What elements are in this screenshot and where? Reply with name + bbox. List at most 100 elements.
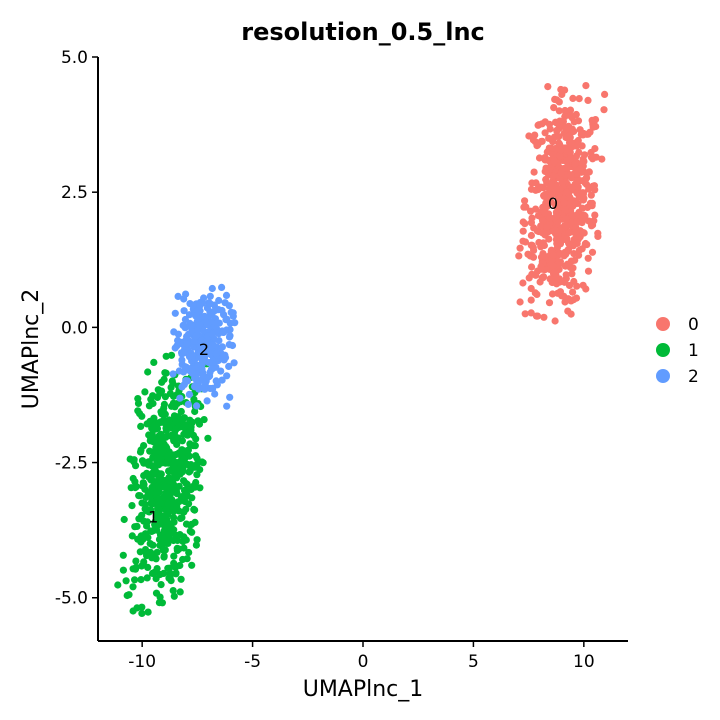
scatter-point-cluster-2 (206, 292, 214, 300)
scatter-point-cluster-2 (196, 301, 204, 309)
scatter-point-cluster-1 (131, 576, 139, 584)
scatter-point-cluster-0 (570, 118, 578, 126)
scatter-point-cluster-2 (184, 400, 192, 408)
legend-label-2: 2 (688, 367, 699, 387)
legend-label-0: 0 (688, 315, 699, 335)
scatter-point-cluster-0 (531, 131, 539, 139)
scatter-point-cluster-0 (584, 96, 592, 104)
scatter-point-cluster-0 (562, 271, 570, 279)
scatter-point-cluster-2 (193, 402, 201, 410)
scatter-point-cluster-1 (170, 552, 178, 560)
scatter-point-cluster-1 (145, 431, 153, 439)
scatter-point-cluster-1 (204, 434, 212, 442)
scatter-point-cluster-1 (143, 522, 151, 530)
scatter-point-cluster-2 (183, 363, 191, 371)
points-layer (114, 82, 609, 618)
scatter-point-cluster-2 (231, 319, 239, 327)
scatter-point-cluster-1 (198, 458, 206, 466)
scatter-point-cluster-1 (172, 569, 180, 577)
scatter-point-cluster-1 (165, 467, 173, 475)
scatter-point-cluster-2 (208, 284, 216, 293)
scatter-point-cluster-1 (190, 482, 198, 490)
scatter-point-cluster-1 (148, 500, 156, 508)
scatter-point-cluster-0 (560, 199, 568, 207)
scatter-point-cluster-0 (550, 104, 558, 112)
scatter-point-cluster-0 (572, 110, 580, 119)
scatter-point-cluster-2 (199, 358, 207, 366)
scatter-point-cluster-0 (519, 279, 527, 287)
scatter-point-cluster-1 (128, 532, 136, 540)
scatter-point-cluster-2 (227, 308, 235, 316)
scatter-point-cluster-0 (564, 245, 573, 253)
scatter-point-cluster-1 (119, 566, 127, 574)
scatter-point-cluster-0 (544, 83, 552, 91)
y-tick-label: -2.5 (55, 454, 88, 474)
scatter-point-cluster-0 (571, 198, 579, 206)
scatter-point-cluster-1 (178, 468, 186, 476)
scatter-point-cluster-2 (223, 372, 231, 380)
cluster-label-1: 1 (148, 508, 158, 527)
scatter-point-cluster-0 (516, 244, 524, 252)
scatter-point-cluster-0 (588, 199, 596, 207)
scatter-point-cluster-0 (527, 309, 535, 317)
scatter-point-cluster-0 (539, 273, 548, 281)
scatter-point-cluster-0 (591, 145, 599, 153)
scatter-point-cluster-0 (578, 159, 586, 167)
scatter-point-cluster-0 (573, 282, 581, 290)
scatter-point-cluster-0 (560, 252, 568, 260)
scatter-point-cluster-0 (537, 222, 545, 230)
scatter-point-cluster-1 (150, 422, 158, 430)
scatter-point-cluster-1 (134, 395, 142, 403)
scatter-point-cluster-0 (566, 106, 575, 114)
scatter-point-cluster-2 (179, 321, 187, 329)
scatter-point-cluster-0 (568, 184, 576, 192)
legend: 0 1 2 (656, 315, 699, 387)
scatter-point-cluster-1 (193, 471, 201, 479)
scatter-point-cluster-1 (160, 482, 168, 491)
scatter-point-cluster-0 (563, 260, 572, 268)
scatter-point-cluster-0 (600, 106, 608, 114)
scatter-point-cluster-1 (167, 383, 175, 391)
scatter-point-cluster-1 (155, 488, 163, 496)
scatter-point-cluster-1 (180, 430, 188, 438)
scatter-point-cluster-1 (149, 541, 157, 549)
scatter-point-cluster-2 (169, 370, 177, 378)
scatter-point-cluster-0 (557, 169, 566, 177)
scatter-point-cluster-1 (176, 561, 184, 570)
scatter-point-cluster-1 (176, 514, 185, 523)
scatter-point-cluster-1 (160, 569, 168, 578)
scatter-point-cluster-2 (218, 376, 226, 384)
scatter-point-cluster-2 (171, 344, 179, 352)
scatter-point-cluster-1 (196, 484, 204, 492)
scatter-point-cluster-0 (519, 227, 527, 235)
scatter-point-cluster-2 (194, 315, 202, 323)
scatter-point-cluster-1 (158, 599, 166, 607)
scatter-point-cluster-1 (164, 500, 172, 508)
scatter-point-cluster-1 (164, 564, 172, 572)
scatter-point-cluster-0 (557, 85, 565, 94)
scatter-point-cluster-0 (566, 112, 575, 120)
scatter-point-cluster-1 (150, 414, 158, 422)
scatter-point-cluster-0 (582, 239, 590, 248)
scatter-point-cluster-2 (225, 302, 233, 310)
scatter-point-cluster-0 (552, 202, 560, 210)
scatter-point-cluster-1 (181, 497, 189, 506)
scatter-point-cluster-0 (535, 183, 543, 191)
scatter-point-cluster-1 (167, 577, 175, 585)
scatter-point-cluster-1 (193, 454, 201, 462)
scatter-point-cluster-1 (153, 457, 161, 466)
scatter-point-cluster-0 (598, 155, 606, 163)
scatter-point-cluster-0 (571, 256, 579, 264)
scatter-point-cluster-0 (527, 284, 535, 293)
scatter-point-cluster-1 (151, 467, 159, 475)
scatter-point-cluster-0 (568, 270, 576, 278)
scatter-point-cluster-1 (131, 523, 139, 531)
scatter-point-cluster-0 (556, 185, 564, 193)
scatter-point-cluster-0 (527, 296, 535, 304)
scatter-point-cluster-0 (570, 228, 578, 237)
scatter-point-cluster-2 (180, 295, 188, 303)
scatter-point-cluster-0 (563, 188, 571, 196)
scatter-point-cluster-0 (521, 310, 529, 318)
scatter-point-cluster-1 (180, 533, 188, 541)
scatter-point-cluster-1 (162, 369, 170, 377)
